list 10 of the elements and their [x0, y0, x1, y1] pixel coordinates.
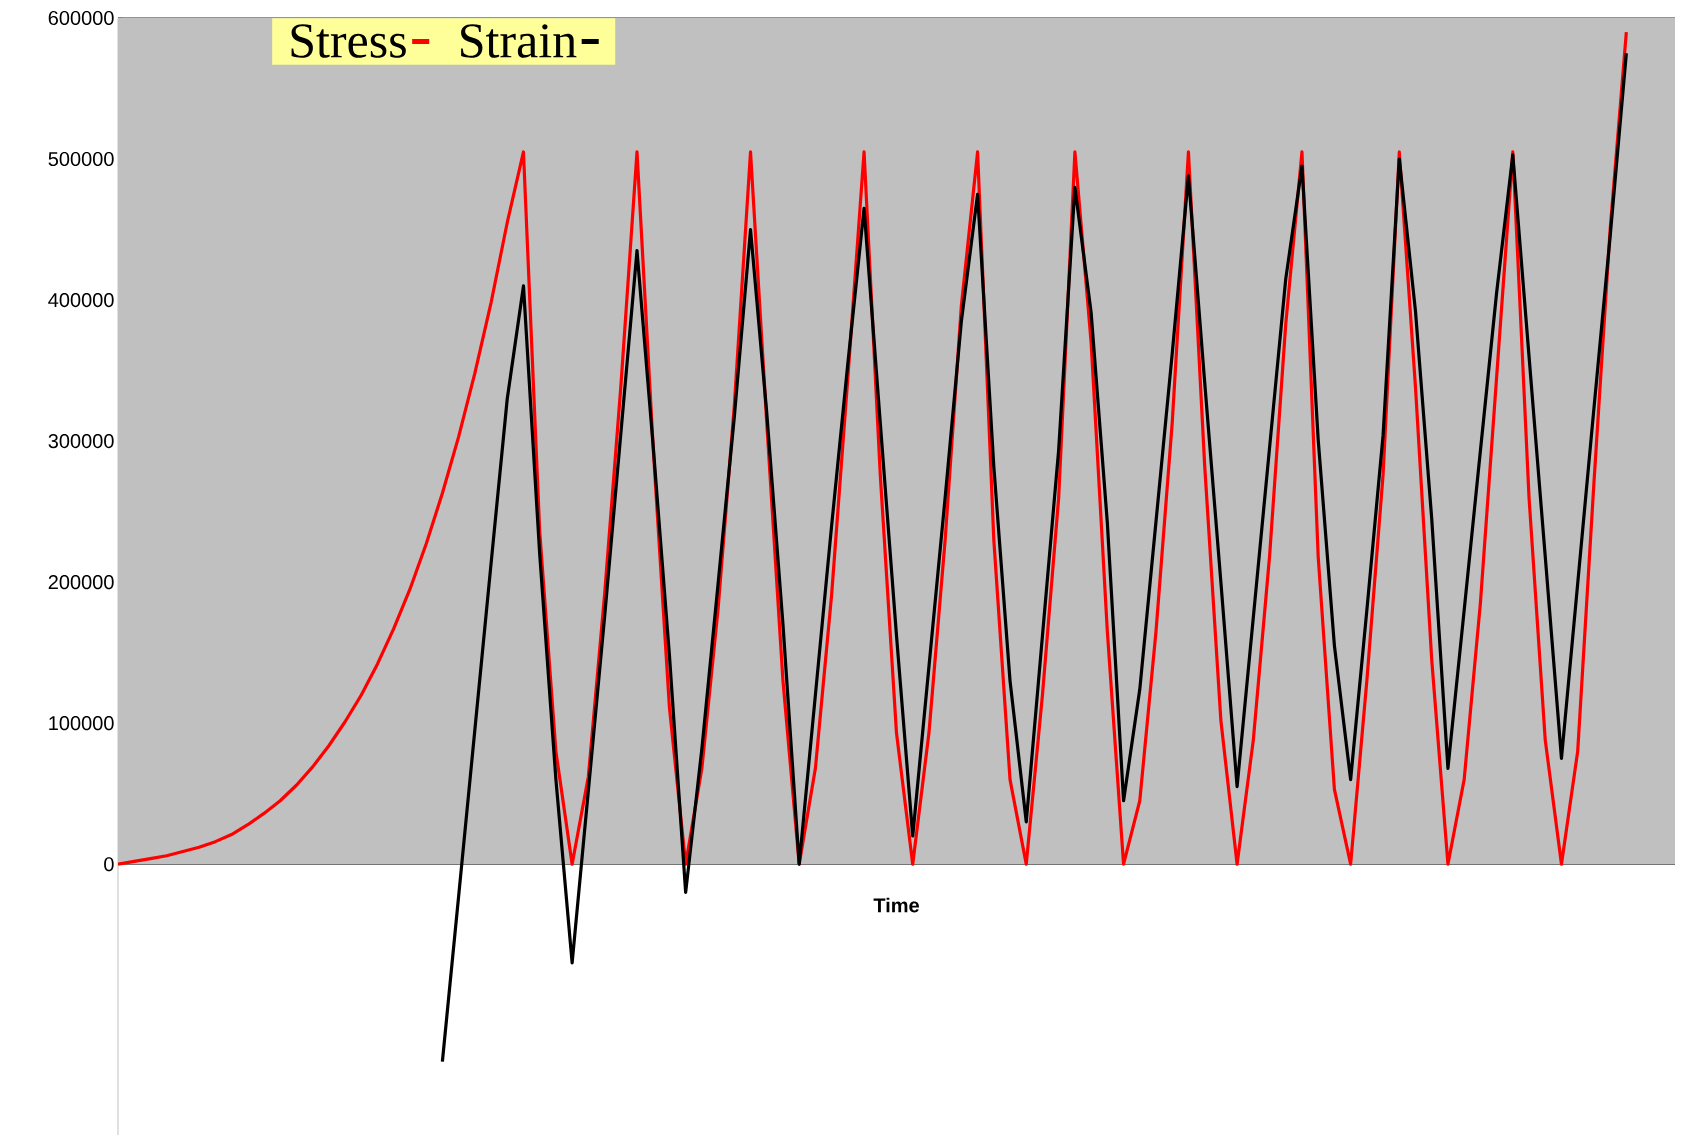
y-tick-label: 500000	[48, 151, 114, 167]
legend-label: Strain	[461, 24, 577, 58]
y-tick-label: 0	[104, 857, 114, 872]
y-tick-label: 100000	[49, 716, 114, 731]
y-tick-label: 200000	[48, 575, 114, 590]
y-tick-label: 600000	[48, 10, 114, 26]
x-axis-title: Time	[873, 897, 919, 913]
y-tick-label: 400000	[48, 292, 114, 308]
legend-label: Stress	[291, 24, 406, 58]
y-tick-label: 300000	[48, 434, 114, 449]
